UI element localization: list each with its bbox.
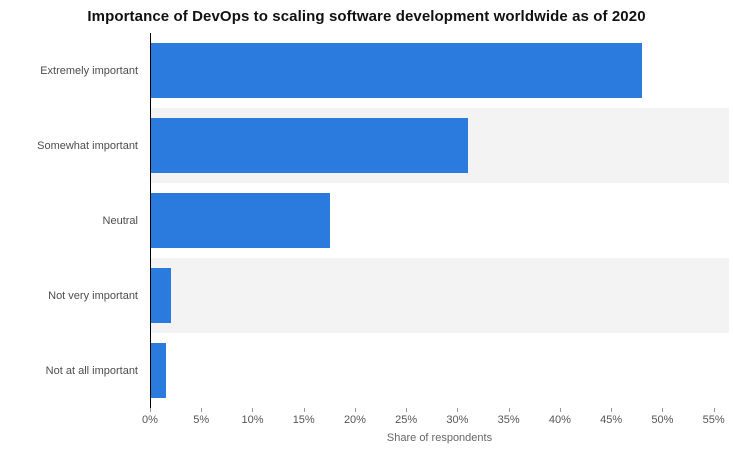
chart-row: Somewhat important — [0, 108, 733, 183]
x-axis: 0% 5% 10% 15% 20% 25% 30% 35% 40% 45% 50% 55% — [0, 408, 733, 428]
bar — [151, 343, 167, 398]
chart-row: Not at all important — [0, 333, 733, 408]
chart-row: Extremely important — [0, 33, 733, 108]
tick-mark — [611, 408, 613, 412]
tick-label: 50% — [651, 414, 674, 426]
row-plot-band — [150, 258, 729, 333]
bar-chart: Extremely important Somewhat important Neu… — [0, 33, 733, 444]
row-plot-band — [150, 108, 729, 183]
row-plot-band — [150, 333, 729, 408]
chart-row: Not very important — [0, 258, 733, 333]
tick-label: 20% — [343, 414, 366, 426]
tick-mark — [662, 408, 664, 412]
bar — [151, 43, 643, 98]
tick-label: 5% — [193, 414, 210, 426]
tick-mark — [406, 408, 408, 412]
tick-mark — [713, 408, 715, 412]
tick-label: 25% — [395, 414, 418, 426]
plot-area: Extremely important Somewhat important Neu… — [0, 33, 733, 408]
tick-mark — [354, 408, 356, 412]
tick-label: 15% — [292, 414, 315, 426]
tick-mark — [559, 408, 561, 412]
bar — [151, 268, 172, 323]
tick-label: 35% — [497, 414, 520, 426]
category-label: Somewhat important — [0, 108, 150, 183]
tick-mark — [508, 408, 510, 412]
x-axis-ticks: 0% 5% 10% 15% 20% 25% 30% 35% 40% 45% 50% 55% — [142, 408, 729, 428]
tick-mark — [201, 408, 203, 412]
row-plot-band — [150, 183, 729, 258]
tick-label: 45% — [600, 414, 623, 426]
tick-label: 10% — [241, 414, 264, 426]
tick-mark — [252, 408, 254, 412]
x-axis-label-row: Share of respondents — [0, 432, 733, 444]
chart-title: Importance of DevOps to scaling software… — [87, 8, 646, 25]
chart-row: Neutral — [0, 183, 733, 258]
tick-label: 55% — [702, 414, 725, 426]
bar — [151, 193, 331, 248]
tick-label: 40% — [548, 414, 571, 426]
axis-spacer — [0, 408, 150, 428]
tick-mark — [303, 408, 305, 412]
tick-label: 30% — [446, 414, 469, 426]
tick-mark — [457, 408, 459, 412]
row-plot-band — [150, 33, 729, 108]
category-label: Not very important — [0, 258, 150, 333]
category-label: Not at all important — [0, 333, 150, 408]
tick-label: 0% — [142, 414, 158, 426]
tick-mark — [150, 408, 151, 412]
x-axis-label: Share of respondents — [386, 432, 493, 444]
bar — [151, 118, 469, 173]
category-label: Extremely important — [0, 33, 150, 108]
axis-spacer — [0, 432, 150, 444]
category-label: Neutral — [0, 183, 150, 258]
